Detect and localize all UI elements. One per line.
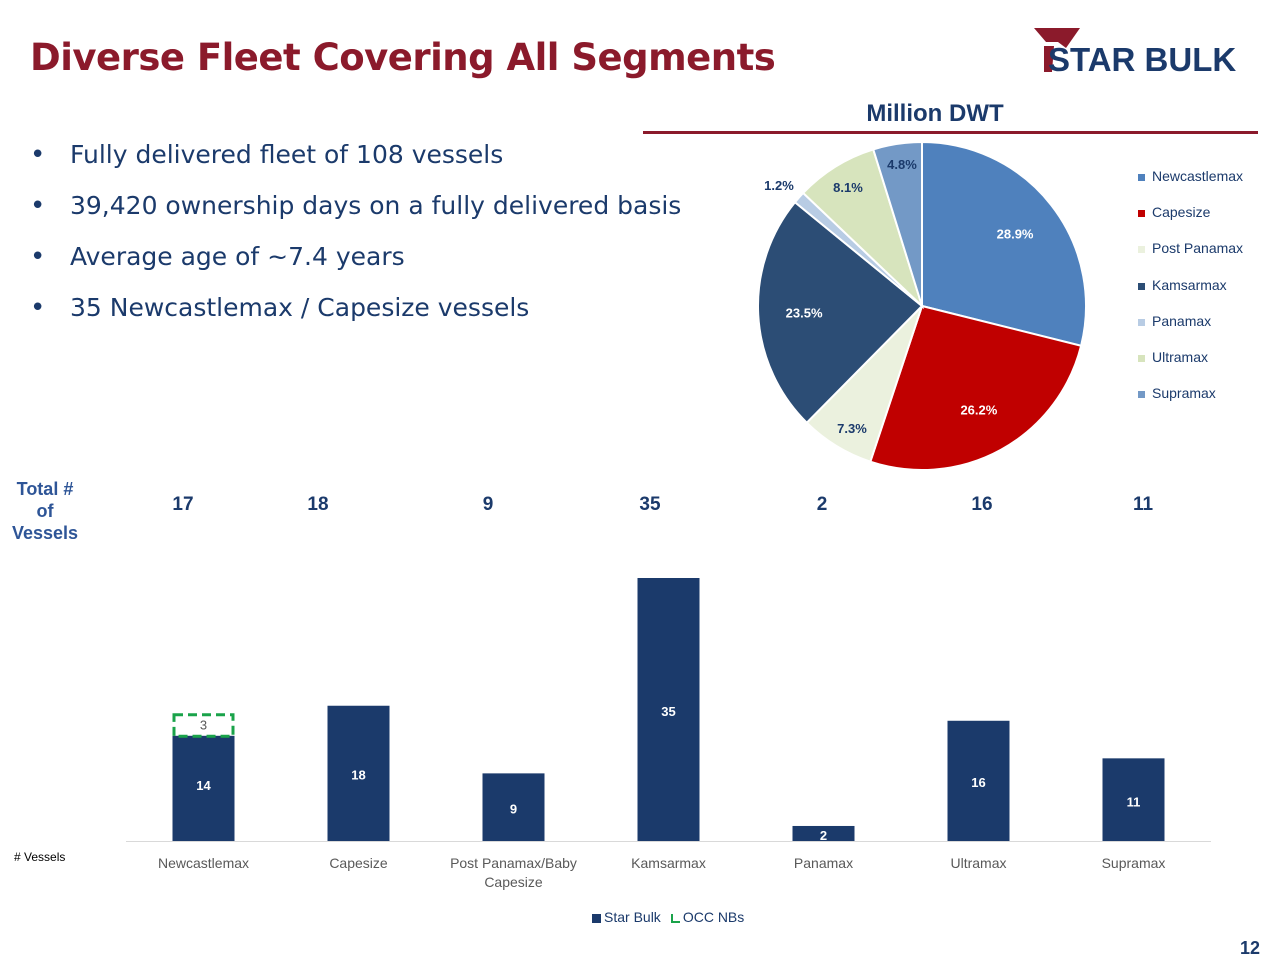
bullet-item: • Average age of ~7.4 years [30, 242, 405, 272]
bar-value-label: 11 [1127, 794, 1141, 809]
legend-label: Kamsarmax [1152, 277, 1227, 293]
x-tick-label: Panamax [794, 855, 853, 871]
pie-slice [872, 140, 923, 307]
x-tick-label: Capesize [484, 874, 543, 890]
x-tick-label: Ultramax [950, 855, 1006, 871]
legend-item: Ultramax [1138, 349, 1208, 365]
total-vessels-value: 9 [482, 494, 494, 515]
pie-value-label: 4.8% [887, 157, 917, 172]
x-tick-label: Kamsarmax [631, 855, 706, 871]
bullet-text: Average age of ~7.4 years [70, 242, 405, 271]
legend-swatch [1138, 318, 1145, 326]
total-vessels-label: Total # of Vessels [11, 479, 79, 543]
bar-value-label: 2 [820, 828, 827, 843]
page-number: 12 [1240, 938, 1261, 958]
bullet-item: • 39,420 ownership days on a fully delive… [30, 191, 681, 221]
pie-chart-title: Million DWT [866, 100, 1004, 127]
page-title: Diverse Fleet Covering All Segments [30, 36, 776, 79]
bar-star-bulk [792, 825, 855, 841]
star-bulk-logo: STAR BULK [1034, 28, 1236, 76]
legend-item: Newcastlemax [1138, 168, 1243, 184]
bar-chart: 14 3 Newcastlemax 18 Capesize 9 Post Panamax/B… [126, 578, 1211, 890]
legend-swatch-occ [670, 913, 680, 923]
bar-value-label: 14 [196, 778, 211, 793]
bar-value-label: 16 [971, 775, 985, 790]
bar-star-bulk [947, 720, 1010, 841]
legend-swatch [1138, 354, 1145, 362]
legend-item: Post Panamax [1138, 240, 1243, 256]
bar-value-label: 9 [510, 801, 517, 816]
legend-swatch-star-bulk [592, 913, 601, 923]
bullet-dot: • [30, 242, 46, 272]
bar-legend: Star Bulk OCC NBs [592, 909, 744, 925]
bullet-text: 35 Newcastlemax / Capesize vessels [70, 293, 530, 322]
legend-label-occ: OCC NBs [682, 909, 745, 925]
pie-chart: 28.9% 26.2% 7.3% 23.5% 1.2% 8.1% 4.8% [757, 140, 1087, 471]
legend-label-star-bulk: Star Bulk [604, 909, 661, 925]
legend-swatch [1138, 209, 1145, 217]
total-vessels-value: 18 [307, 494, 329, 515]
bar-value-label: 3 [200, 718, 207, 733]
pie-value-label: 7.3% [837, 421, 867, 436]
x-tick-label: Supramax [1102, 855, 1166, 871]
bar-value-label: 35 [661, 704, 675, 719]
legend-item: Panamax [1138, 313, 1211, 329]
bullet-item: • 35 Newcastlemax / Capesize vessels [30, 293, 529, 323]
bullet-dot: • [30, 140, 46, 170]
legend-label: Panamax [1152, 313, 1212, 329]
x-tick-label: Newcastlemax [158, 855, 249, 871]
pie-value-label: 28.9% [997, 226, 1034, 241]
pie-slice [921, 140, 1087, 347]
bullet-dot: • [30, 293, 46, 323]
pie-value-label: 1.2% [764, 178, 794, 193]
pie-value-label: 26.2% [960, 402, 997, 417]
bar-occ-nbs [172, 713, 235, 738]
total-vessels-value: 16 [971, 494, 993, 515]
x-tick-label: Post Panamax/Baby [450, 855, 577, 871]
bar-value-label: 18 [351, 768, 365, 783]
legend-label: Post Panamax [1152, 240, 1244, 256]
bar-star-bulk [172, 735, 235, 841]
legend-swatch [1138, 390, 1145, 398]
total-vessels-value: 2 [816, 494, 828, 515]
pie-title-divider [643, 131, 1258, 134]
bar-star-bulk [327, 705, 390, 841]
total-vessels-value: 11 [1132, 494, 1154, 515]
legend-item: Capesize [1138, 204, 1210, 220]
bar-star-bulk [482, 773, 545, 841]
legend-label: Newcastlemax [1152, 168, 1244, 184]
legend-label: Ultramax [1152, 349, 1209, 365]
total-vessels-value: 35 [639, 494, 661, 515]
bar-star-bulk [637, 578, 700, 841]
logo-text: STAR BULK [1048, 41, 1236, 76]
bullet-dot: • [30, 191, 46, 221]
x-tick-label: Capesize [329, 855, 388, 871]
bullet-item: • Fully delivered fleet of 108 vessels [30, 140, 503, 170]
pie-value-label: 8.1% [833, 180, 863, 195]
pie-value-label: 23.5% [786, 305, 823, 320]
vessels-axis-label: # Vessels [14, 850, 66, 864]
legend-label: Capesize [1152, 204, 1211, 220]
pie-slice [757, 200, 924, 425]
legend-item: Kamsarmax [1138, 277, 1227, 293]
legend-swatch [1138, 173, 1145, 181]
bullet-text: Fully delivered fleet of 108 vessels [70, 140, 504, 169]
pie-slice [869, 304, 1083, 471]
legend-swatch [1138, 245, 1145, 253]
bar-star-bulk [1102, 758, 1165, 841]
total-vessels-value: 17 [172, 494, 194, 515]
legend-item: Supramax [1138, 385, 1216, 401]
bullet-text: 39,420 ownership days on a fully deliver… [70, 191, 682, 220]
legend-label: Supramax [1152, 385, 1216, 401]
legend-swatch [1138, 282, 1145, 290]
